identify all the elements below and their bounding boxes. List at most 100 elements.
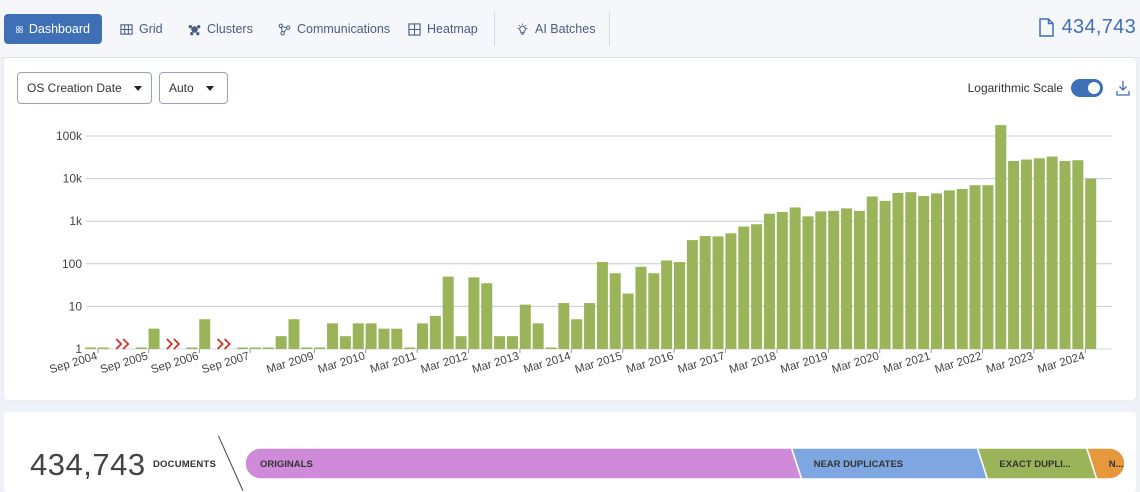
histogram-bar[interactable] — [725, 233, 737, 349]
duplicates-segment-label[interactable]: ORIGINALS — [260, 459, 313, 470]
clusters-icon — [188, 24, 201, 35]
histogram-bar[interactable] — [931, 193, 942, 349]
document-icon — [1038, 18, 1054, 37]
histogram-bar[interactable] — [828, 210, 840, 349]
date-field-value: OS Creation Date — [27, 81, 122, 95]
histogram-bar[interactable] — [1059, 160, 1071, 349]
histogram-bar[interactable] — [148, 328, 160, 349]
histogram-bar[interactable] — [532, 323, 544, 349]
y-tick-label: 100k — [56, 129, 83, 143]
histogram-bar[interactable] — [429, 315, 441, 349]
histogram-bar[interactable] — [378, 328, 390, 349]
histogram-bar[interactable] — [262, 347, 274, 350]
duplicates-segment[interactable] — [244, 447, 803, 480]
histogram-bar[interactable] — [391, 328, 403, 349]
histogram-bar[interactable] — [841, 208, 853, 349]
histogram-bar[interactable] — [635, 266, 647, 349]
histogram-bar[interactable] — [199, 319, 211, 349]
interval-select[interactable]: Auto — [159, 72, 228, 104]
histogram-bar[interactable] — [969, 185, 981, 349]
histogram-bar[interactable] — [97, 347, 109, 350]
histogram-bar[interactable] — [982, 185, 994, 349]
histogram-bar[interactable] — [352, 323, 364, 349]
duplicates-segment[interactable] — [1085, 447, 1126, 480]
histogram-bar[interactable] — [661, 260, 673, 349]
histogram-bar[interactable] — [85, 347, 96, 350]
histogram-bar[interactable] — [339, 336, 351, 349]
histogram-bar[interactable] — [186, 347, 198, 350]
histogram-bar[interactable] — [751, 224, 763, 349]
histogram-bar[interactable] — [853, 210, 865, 349]
histogram-bar[interactable] — [288, 319, 300, 349]
histogram-bar[interactable] — [301, 347, 313, 350]
tab-ai-batches[interactable]: AI Batches — [504, 14, 607, 44]
histogram-bar[interactable] — [135, 347, 147, 350]
histogram-bar[interactable] — [815, 211, 827, 349]
histogram-bar[interactable] — [943, 190, 955, 349]
histogram-bar[interactable] — [918, 196, 930, 349]
histogram-bar[interactable] — [879, 200, 891, 349]
log-scale-toggle[interactable] — [1071, 79, 1103, 97]
histogram-bar[interactable] — [519, 304, 531, 349]
communications-icon — [278, 23, 291, 35]
histogram-bar[interactable] — [1072, 160, 1084, 349]
interval-value: Auto — [169, 81, 194, 95]
x-tick-label: Mar 2013 — [471, 350, 521, 376]
histogram-bar[interactable] — [481, 283, 493, 349]
histogram-bar[interactable] — [365, 323, 377, 349]
tab-communications[interactable]: Communications — [266, 14, 402, 44]
histogram-bar[interactable] — [275, 336, 287, 349]
histogram-bar[interactable] — [442, 276, 454, 349]
dashboard-icon — [16, 25, 23, 33]
histogram-bar[interactable] — [956, 188, 968, 349]
duplicates-segment-label[interactable]: NEAR DUPLICATES — [813, 459, 904, 470]
histogram-bar[interactable] — [776, 211, 788, 349]
histogram-bar[interactable] — [648, 273, 660, 349]
histogram-bar[interactable] — [596, 262, 608, 349]
histogram-bar[interactable] — [1020, 159, 1032, 349]
histogram-bar[interactable] — [995, 125, 1007, 349]
histogram-bar[interactable] — [892, 192, 904, 349]
histogram-bar[interactable] — [327, 323, 339, 349]
tab-heatmap[interactable]: Heatmap — [396, 14, 490, 44]
histogram-bar[interactable] — [584, 303, 596, 349]
histogram-bar[interactable] — [506, 336, 518, 349]
histogram-bar[interactable] — [738, 226, 750, 349]
histogram-bar[interactable] — [712, 236, 724, 349]
duplicates-segment-label[interactable]: EXACT DUPLI... — [999, 459, 1071, 470]
download-icon[interactable] — [1116, 80, 1130, 96]
tab-dashboard[interactable]: Dashboard — [4, 14, 102, 44]
histogram-bar[interactable] — [686, 240, 698, 349]
histogram-bar[interactable] — [545, 347, 557, 350]
histogram-bar[interactable] — [622, 293, 634, 349]
lightbulb-icon — [517, 22, 528, 35]
histogram-bar[interactable] — [674, 262, 685, 349]
histogram-bar[interactable] — [1046, 156, 1058, 349]
histogram-bar[interactable] — [468, 277, 480, 349]
histogram-bar[interactable] — [558, 303, 570, 349]
histogram-bar[interactable] — [455, 336, 467, 349]
histogram-bar[interactable] — [249, 347, 261, 350]
histogram-bar[interactable] — [404, 347, 416, 350]
histogram-bar[interactable] — [802, 216, 814, 349]
duplicates-segment-label[interactable]: N... — [1108, 459, 1124, 470]
histogram-bar[interactable] — [699, 235, 711, 349]
histogram-bar[interactable] — [763, 213, 775, 349]
histogram-bar[interactable] — [1008, 160, 1020, 349]
histogram-bar[interactable] — [609, 273, 621, 349]
histogram-bar[interactable] — [571, 319, 583, 349]
histogram-bar[interactable] — [237, 347, 249, 350]
tab-grid[interactable]: Grid — [108, 14, 175, 44]
histogram-bar[interactable] — [494, 336, 506, 349]
log-scale-control: Logarithmic Scale — [968, 79, 1103, 97]
histogram-bar[interactable] — [417, 323, 428, 349]
y-tick-label: 1 — [75, 342, 82, 356]
histogram-bar[interactable] — [789, 207, 801, 349]
tab-clusters[interactable]: Clusters — [176, 14, 265, 44]
histogram-bar[interactable] — [905, 192, 917, 349]
date-field-select[interactable]: OS Creation Date — [17, 72, 152, 104]
histogram-bar[interactable] — [1085, 178, 1097, 349]
histogram-bar[interactable] — [866, 196, 878, 349]
histogram-bar[interactable] — [1033, 158, 1045, 349]
histogram-bar[interactable] — [314, 347, 326, 350]
